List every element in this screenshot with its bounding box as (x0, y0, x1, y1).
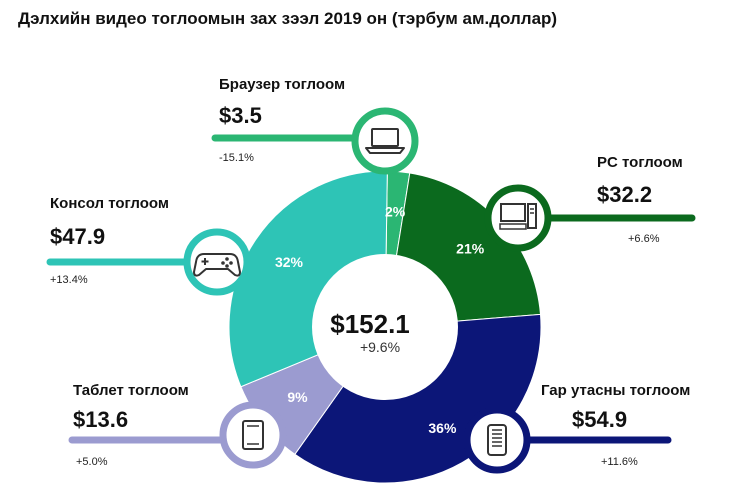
tablet-icon (219, 401, 287, 469)
browser-label: Браузер тоглоом (219, 76, 346, 93)
tablet-label: Таблет тоглоом (73, 382, 189, 399)
pc-value: $32.2 (597, 182, 653, 207)
percent-label-tablet: 9% (287, 389, 308, 405)
console-growth: +13.4% (50, 274, 88, 286)
laptop-icon (351, 107, 419, 175)
browser-value: $3.5 (219, 103, 262, 128)
mobile-value: $54.9 (572, 407, 628, 432)
smartphone-icon (463, 406, 531, 474)
pc-label: PC тоглоом (597, 154, 683, 171)
percent-label-console: 32% (275, 254, 304, 270)
browser-growth: -15.1% (219, 152, 254, 164)
mobile-label: Гар утасны тоглоом (541, 382, 691, 399)
console-label: Консол тоглоом (50, 195, 169, 212)
pc-growth: +6.6% (628, 233, 660, 245)
chart-title: Дэлхийн видео тоглоомын зах зээл 2019 он… (18, 9, 558, 28)
slice-percent-labels: 2% 21% 36% 9% 32% (275, 203, 485, 435)
desktop-pc-icon (484, 184, 552, 252)
total-value: $152.1 (330, 309, 410, 339)
percent-label-mobile: 36% (428, 420, 457, 436)
gamepad-icon (183, 228, 251, 296)
percent-label-browser: 2% (385, 203, 406, 219)
mobile-growth: +11.6% (601, 456, 638, 468)
total-growth: +9.6% (360, 339, 400, 355)
console-value: $47.9 (50, 224, 106, 249)
tablet-growth: +5.0% (76, 456, 108, 468)
percent-label-pc: 21% (456, 240, 485, 256)
tablet-value: $13.6 (73, 407, 129, 432)
donut-center-hole (312, 254, 458, 400)
